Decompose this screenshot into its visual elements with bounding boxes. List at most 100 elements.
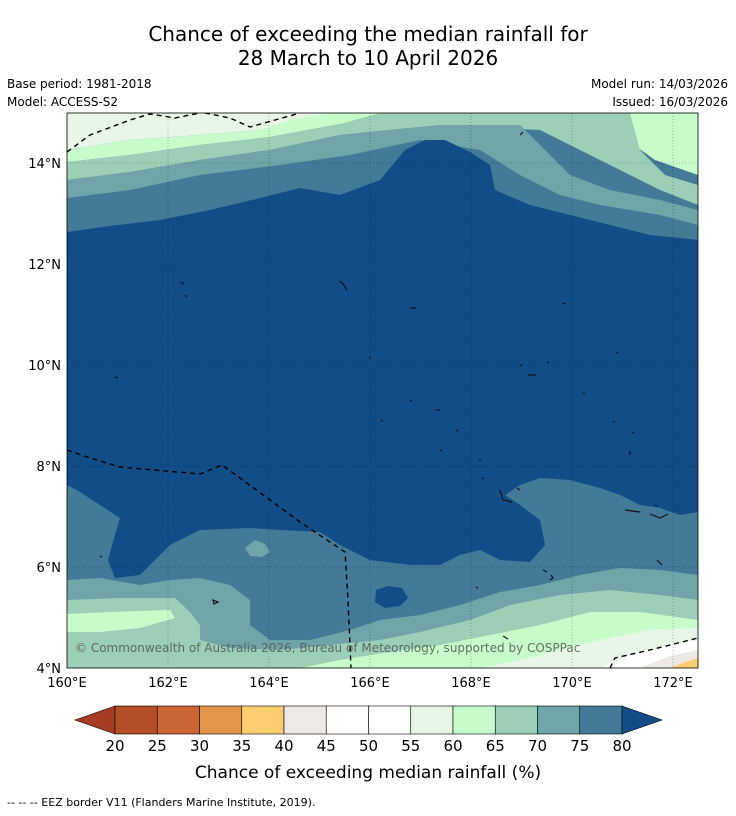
island — [499, 489, 513, 503]
island — [519, 364, 523, 367]
meta-left: Base period: 1981-2018 Model: ACCESS-S2 — [7, 75, 152, 111]
issued-text: Issued: 16/03/2026 — [612, 95, 728, 109]
lat-label: 6°N — [37, 561, 62, 576]
island — [478, 459, 482, 462]
base-period-text: Base period: 1981-2018 — [7, 77, 152, 91]
colorbar-tick-label: 50 — [359, 737, 378, 755]
island — [615, 351, 619, 354]
colorbar-tick-label: 80 — [612, 737, 631, 755]
island — [649, 513, 669, 519]
island — [212, 599, 220, 605]
colorbar-tick-label: 35 — [232, 737, 251, 755]
model-run-text: Model run: 14/03/2026 — [590, 77, 728, 91]
colorbar-tick-label: 70 — [528, 737, 547, 755]
chart-title: Chance of exceeding the median rainfall … — [0, 22, 736, 70]
island — [519, 131, 524, 136]
copyright-text: © Commonwealth of Australia 2026, Bureau… — [75, 641, 580, 655]
colorbar-segment — [410, 705, 454, 735]
colorbar-segment — [579, 705, 623, 735]
island — [368, 356, 372, 359]
eez-border-north-2 — [204, 113, 301, 128]
island — [380, 419, 384, 422]
title-line-1: Chance of exceeding the median rainfall … — [148, 22, 588, 46]
title-line-2: 28 March to 10 April 2026 — [237, 46, 499, 70]
model-text: Model: ACCESS-S2 — [7, 95, 119, 109]
eez-borders — [67, 113, 698, 668]
colorbar-tick-label: 40 — [274, 737, 293, 755]
field-70-75-blob — [245, 540, 270, 557]
longitude-labels: 160°E 162°E 164°E 166°E 168°E 170°E 172°… — [47, 676, 693, 691]
island — [439, 449, 443, 452]
eez-legend-text: -- -- -- EEZ border V11 (Flanders Marine… — [7, 796, 316, 809]
colorbar-tick-label: 65 — [486, 737, 505, 755]
field-55-60-north — [67, 113, 698, 160]
island — [549, 574, 554, 581]
island — [516, 487, 521, 491]
colorbar-tick-label: 45 — [317, 737, 336, 755]
gridlines — [67, 113, 698, 668]
colorbar-segment — [494, 705, 538, 735]
lat-label: 14°N — [28, 157, 61, 172]
colorbar-extend-low — [74, 705, 116, 735]
colorbar-segment — [241, 705, 285, 735]
colorbar-tick-label: 55 — [401, 737, 420, 755]
colorbar-tick-label: 75 — [570, 737, 589, 755]
colorbar-segment — [368, 705, 412, 735]
lat-label: 10°N — [28, 359, 61, 374]
lat-label: 8°N — [37, 460, 62, 475]
colorbar-tick-label: 60 — [443, 737, 462, 755]
colorbar-label: Chance of exceeding median rainfall (%) — [195, 763, 541, 783]
lat-label: 4°N — [37, 662, 62, 677]
island — [481, 477, 485, 480]
colorbar-segment — [114, 705, 158, 735]
eez-border-north — [67, 113, 201, 153]
island — [502, 635, 509, 640]
island — [631, 431, 635, 434]
colorbar-segment — [537, 705, 581, 735]
colorbar-segment — [199, 705, 243, 735]
island — [624, 509, 641, 513]
lon-label: 170°E — [552, 676, 592, 691]
colorbar-tick-label: 30 — [190, 737, 209, 755]
colorbar-segment — [156, 705, 200, 735]
island — [562, 302, 567, 305]
island — [656, 559, 663, 566]
field-80-plus-blob — [375, 586, 408, 608]
lon-label: 172°E — [653, 676, 693, 691]
lon-label: 166°E — [350, 676, 390, 691]
island — [179, 281, 185, 285]
island — [409, 399, 413, 402]
colorbar-tick-label: 20 — [105, 737, 124, 755]
colorbar-segment — [325, 705, 369, 735]
meta-right: Model run: 14/03/2026 Issued: 16/03/2026 — [591, 75, 728, 111]
island — [612, 420, 616, 423]
colorbar-tick-label: 25 — [148, 737, 167, 755]
island — [184, 294, 188, 298]
colorbar: 20 25 30 35 40 45 50 55 60 65 70 75 80 — [74, 705, 663, 755]
latitude-labels: 14°N 12°N 10°N 8°N 6°N 4°N — [28, 157, 61, 677]
island — [475, 586, 479, 589]
map-frame — [66, 112, 699, 669]
eez-border-southeast — [609, 637, 698, 668]
colorbar-segment — [283, 705, 327, 735]
island — [654, 504, 658, 507]
island — [455, 429, 459, 432]
field-70-75-north — [67, 125, 698, 225]
island — [99, 555, 103, 558]
contour-fields — [67, 113, 698, 668]
field-80-plus — [67, 140, 698, 578]
field-35-40-southeast — [670, 658, 698, 668]
colorbar-segment — [452, 705, 496, 735]
island — [582, 392, 586, 395]
field-60-65-south — [67, 610, 175, 632]
island — [542, 569, 548, 573]
islands — [99, 131, 669, 640]
map-figure: © Commonwealth of Australia 2026, Bureau… — [28, 112, 699, 783]
lon-label: 168°E — [451, 676, 491, 691]
colorbar-extend-high — [621, 705, 663, 735]
eez-border-west — [67, 449, 352, 668]
island — [114, 376, 119, 379]
lat-label: 12°N — [28, 258, 61, 273]
island — [546, 361, 550, 364]
lon-label: 160°E — [47, 676, 87, 691]
